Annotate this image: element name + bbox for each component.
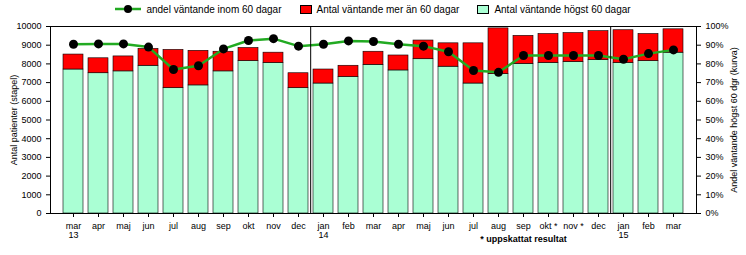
svg-text:7000: 7000 (21, 77, 41, 87)
svg-text:70%: 70% (706, 77, 724, 87)
svg-text:9000: 9000 (21, 40, 41, 50)
svg-text:sep: sep (216, 221, 231, 231)
svg-text:Antal patienter (stapel): Antal patienter (stapel) (9, 75, 19, 166)
svg-text:90%: 90% (706, 40, 724, 50)
svg-text:jul: jul (168, 221, 178, 231)
svg-text:10%: 10% (706, 190, 724, 200)
svg-text:feb: feb (342, 221, 355, 231)
html-text:Antal väntande högst 60 dagar: Antal väntande högst 60 dagar (494, 3, 631, 15)
svg-text:nov: nov (266, 221, 281, 231)
svg-text:30%: 30% (706, 152, 724, 162)
svg-text:okt *: okt * (539, 221, 558, 231)
svg-text:50%: 50% (706, 115, 724, 125)
svg-text:mar: mar (366, 221, 382, 231)
svg-text:10000: 10000 (16, 21, 41, 31)
svg-text:1000: 1000 (21, 190, 41, 200)
svg-text:aug: aug (191, 221, 206, 231)
svg-text:100%: 100% (706, 21, 729, 31)
svg-text:80%: 80% (706, 59, 724, 69)
svg-text:20%: 20% (706, 171, 724, 181)
svg-text:8000: 8000 (21, 59, 41, 69)
svg-text:2000: 2000 (21, 171, 41, 181)
svg-text:5000: 5000 (21, 115, 41, 125)
svg-text:apr: apr (92, 221, 105, 231)
svg-text:nov *: nov * (563, 221, 584, 231)
svg-text:jan15: jan15 (616, 221, 629, 240)
svg-text:feb: feb (642, 221, 655, 231)
svg-text:0: 0 (36, 208, 41, 218)
svg-text:dec: dec (291, 221, 306, 231)
svg-text:60%: 60% (706, 96, 724, 106)
svg-text:jun: jun (441, 221, 454, 231)
svg-text:Andel väntande högst 60 dgr (k: Andel väntande högst 60 dgr (kurva) (729, 47, 739, 193)
svg-text:dec: dec (591, 221, 606, 231)
svg-text:jun: jun (141, 221, 154, 231)
svg-text:jan14: jan14 (316, 221, 329, 240)
svg-text:maj: maj (116, 221, 131, 231)
svg-text:apr: apr (392, 221, 405, 231)
svg-text:6000: 6000 (21, 96, 41, 106)
svg-text:mar13: mar13 (66, 221, 82, 240)
svg-text:40%: 40% (706, 134, 724, 144)
svg-text:4000: 4000 (21, 134, 41, 144)
svg-text:okt: okt (242, 221, 255, 231)
svg-text:3000: 3000 (21, 152, 41, 162)
svg-text:aug: aug (491, 221, 506, 231)
html-text:Antal väntande mer än 60 dagar: Antal väntande mer än 60 dagar (316, 3, 460, 15)
html-text:andel väntande inom 60 dagar: andel väntande inom 60 dagar (146, 3, 282, 15)
svg-text:jul: jul (468, 221, 478, 231)
svg-text:mar: mar (666, 221, 682, 231)
svg-text:sep: sep (516, 221, 531, 231)
svg-text:* uppskattat resultat: * uppskattat resultat (480, 234, 567, 244)
svg-text:maj: maj (416, 221, 431, 231)
svg-text:0%: 0% (706, 208, 719, 218)
